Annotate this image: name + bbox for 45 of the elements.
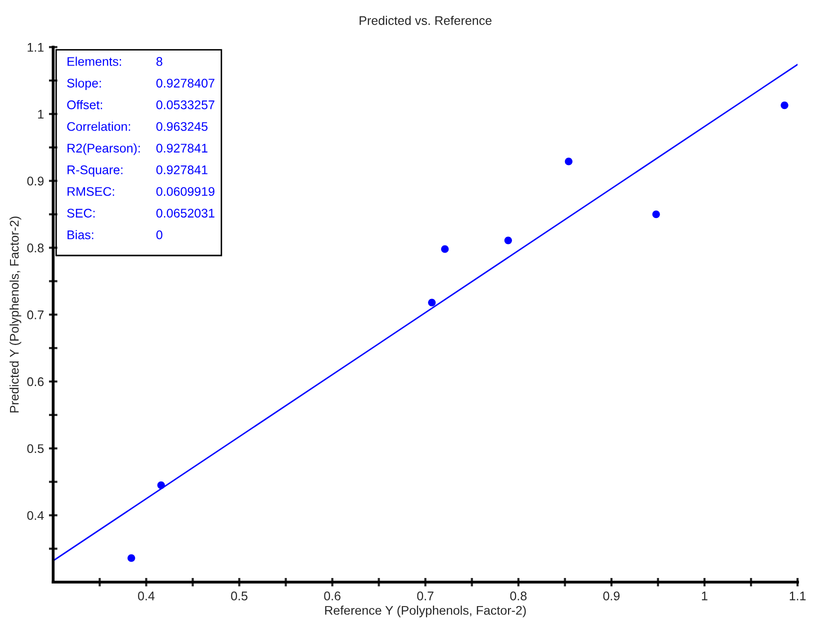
x-tick-label: 1.1	[790, 592, 806, 600]
chart-title: Predicted vs. Reference	[360, 16, 492, 25]
annotation: Bias:	[68, 230, 94, 240]
annotation: 0.0533257	[156, 100, 214, 110]
annotation: Correlation:	[67, 122, 130, 131]
point	[428, 298, 436, 306]
y-tick-label: 0.9	[27, 176, 44, 186]
point	[441, 245, 449, 253]
annotation: 0.0652031	[156, 208, 214, 218]
annotation: 0.0609919	[156, 187, 214, 196]
annotation: 0.927841	[156, 165, 208, 174]
y-tick-label: 0.4	[27, 511, 44, 520]
x-tick-label: 0.7	[417, 592, 434, 600]
x-tick-label: 0.9	[603, 592, 620, 600]
annotation: 0.9278407	[156, 78, 214, 88]
point	[780, 101, 788, 110]
x-tick-label: 0.5	[231, 592, 248, 600]
y-tick-label: 0.7	[27, 310, 44, 320]
y-tick-label: 0.8	[27, 244, 44, 252]
y-axis-title: Predicted Y (Polyphenols, Factor-2)	[10, 216, 22, 412]
annotation: Elements:	[68, 56, 122, 66]
annotation: R-Square:	[68, 165, 122, 177]
x-axis-title: Reference Y (Polyphenols, Factor-2)	[325, 606, 526, 618]
annotation: Slope:	[67, 78, 101, 90]
annotation: 0	[156, 230, 162, 240]
annotation: Offset:	[67, 100, 102, 110]
x-tick-label: 0.8	[510, 592, 527, 600]
y-tick-label: 1.1	[28, 43, 44, 52]
x-tick-label: 0.6	[324, 592, 340, 600]
annotation: RMSEC:	[68, 187, 114, 196]
annotation: 8	[156, 57, 162, 66]
annotation: 0.927841	[156, 144, 208, 153]
annotation: 0.963245	[156, 122, 208, 131]
annotation: SEC:	[67, 208, 95, 218]
point	[128, 554, 136, 562]
y-tick-label: 0.5	[27, 444, 44, 454]
x-tick-label: 0.4	[138, 592, 155, 600]
x-tick-label: 1	[702, 592, 708, 600]
point	[157, 481, 165, 489]
annotation: R2(Pearson):	[68, 143, 140, 156]
y-tick-label: 1	[38, 110, 44, 119]
point	[652, 210, 660, 218]
point	[564, 158, 572, 166]
point	[504, 236, 512, 244]
y-tick-label: 0.6	[27, 377, 44, 386]
